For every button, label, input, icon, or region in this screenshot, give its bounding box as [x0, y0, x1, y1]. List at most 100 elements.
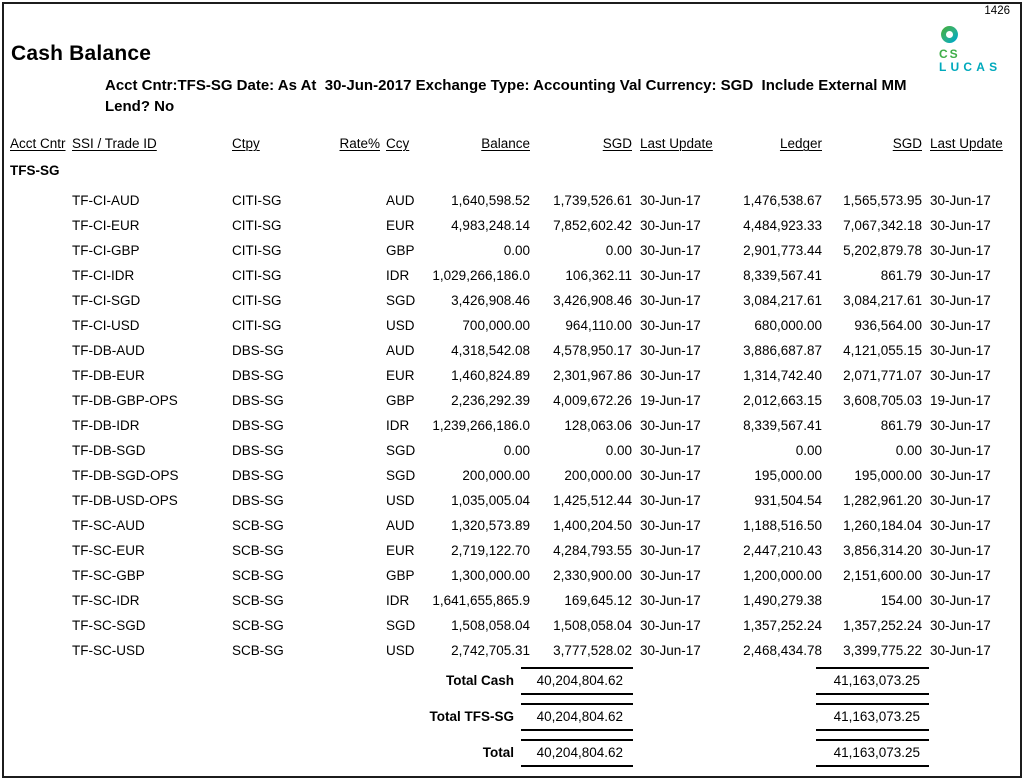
ccy-cell: SGD [386, 443, 416, 458]
column-header-ledger-sgd: SGD [892, 136, 922, 151]
ledger-cell: 8,339,567.41 [743, 418, 822, 433]
ccy-cell: IDR [386, 593, 410, 608]
balance-cell: 0.00 [503, 443, 530, 458]
table-row: TF-SC-EUR SCB-SG EUR 2,719,122.70 4,284,793.… [10, 538, 1004, 563]
acct-cntr-cell [10, 263, 72, 288]
table-row: TF-SC-IDR SCB-SG IDR 1,641,655,865.9 169,645… [10, 588, 1004, 613]
last-update-cell: 30-Jun-17 [640, 218, 701, 233]
table-row: TF-DB-SGD DBS-SG SGD 0.00 0.00 30-Jun-17 0.00 0… [10, 438, 1004, 463]
ccy-cell: SGD [386, 293, 416, 308]
rate-cell [336, 588, 380, 613]
ctpy-cell: SCB-SG [232, 643, 284, 658]
ledger-last-update-cell: 30-Jun-17 [930, 493, 991, 508]
table-row: TF-CI-IDR CITI-SG IDR 1,029,266,186.0 106,36… [10, 263, 1004, 288]
ledger-sgd-cell: 3,608,705.03 [843, 393, 922, 408]
sgd-cell: 0.00 [605, 243, 632, 258]
column-header-balance: Balance [481, 136, 530, 151]
ccy-cell: GBP [386, 393, 415, 408]
ledger-last-update-cell: 30-Jun-17 [930, 543, 991, 558]
ctpy-cell: CITI-SG [232, 318, 282, 333]
acct-cntr-cell [10, 213, 72, 238]
sgd-cell: 106,362.11 [565, 268, 632, 283]
balance-cell: 1,300,000.00 [451, 568, 530, 583]
last-update-cell: 30-Jun-17 [640, 543, 701, 558]
rate-cell [336, 238, 380, 263]
acct-cntr-cell [10, 338, 72, 363]
acct-cntr-cell [10, 238, 72, 263]
rate-cell [336, 363, 380, 388]
rate-cell [336, 488, 380, 513]
ledger-sgd-cell: 861.79 [880, 418, 922, 433]
ledger-last-update-cell: 30-Jun-17 [930, 218, 991, 233]
table-row: TF-SC-GBP SCB-SG GBP 1,300,000.00 2,330,900.… [10, 563, 1004, 588]
sgd-cell: 964,110.00 [565, 318, 632, 333]
balance-cell: 1,035,005.04 [451, 493, 530, 508]
ssi-trade-id-cell: TF-CI-EUR [72, 218, 140, 233]
ssi-trade-id-cell: TF-SC-EUR [72, 543, 145, 558]
ledger-cell: 1,188,516.50 [743, 518, 822, 533]
sgd-cell: 3,777,528.02 [553, 643, 632, 658]
last-update-cell: 30-Jun-17 [640, 318, 701, 333]
ledger-cell: 1,314,742.40 [743, 368, 822, 383]
rate-cell [336, 638, 380, 663]
rate-cell [336, 563, 380, 588]
column-header-sgd: SGD [602, 136, 632, 151]
ledger-cell: 1,476,538.67 [743, 193, 822, 208]
logo-ring-icon [941, 26, 958, 43]
total-ledger-sgd-value: 41,163,073.25 [816, 667, 929, 695]
sgd-cell: 4,578,950.17 [553, 343, 632, 358]
ledger-cell: 1,490,279.38 [743, 593, 822, 608]
ssi-trade-id-cell: TF-DB-EUR [72, 368, 145, 383]
last-update-cell: 30-Jun-17 [640, 343, 701, 358]
balance-cell: 1,640,598.52 [451, 193, 530, 208]
ccy-cell: IDR [386, 418, 410, 433]
report-parameters: Acct Cntr:TFS-SG Date: As At 30-Jun-2017… [105, 75, 907, 117]
total-sgd-value: 40,204,804.62 [521, 739, 633, 767]
table-row: TF-DB-SGD-OPS DBS-SG SGD 200,000.00 200,000.… [10, 463, 1004, 488]
last-update-cell: 30-Jun-17 [640, 193, 701, 208]
total-label: Total TFS-SG [429, 709, 515, 724]
ledger-last-update-cell: 30-Jun-17 [930, 268, 991, 283]
ledger-sgd-cell: 154.00 [880, 593, 922, 608]
acct-cntr-cell [10, 588, 72, 613]
total-row: Total 40,204,804.62 41,163,073.25 [0, 739, 1024, 767]
ccy-cell: USD [386, 643, 415, 658]
rate-cell [336, 388, 380, 413]
acct-cntr-cell [10, 388, 72, 413]
balance-cell: 1,460,824.89 [451, 368, 530, 383]
balance-cell: 2,719,122.70 [451, 543, 530, 558]
table-row: TF-SC-USD SCB-SG USD 2,742,705.31 3,777,528.… [10, 638, 1004, 663]
ssi-trade-id-cell: TF-CI-USD [72, 318, 140, 333]
ctpy-cell: SCB-SG [232, 618, 284, 633]
ccy-cell: IDR [386, 268, 410, 283]
sgd-cell: 7,852,602.42 [553, 218, 632, 233]
last-update-cell: 30-Jun-17 [640, 268, 701, 283]
sgd-cell: 169,645.12 [564, 593, 632, 608]
acct-cntr-cell [10, 313, 72, 338]
balance-cell: 200,000.00 [462, 468, 530, 483]
sgd-cell: 200,000.00 [564, 468, 632, 483]
ledger-sgd-cell: 936,564.00 [854, 318, 922, 333]
ctpy-cell: SCB-SG [232, 518, 284, 533]
table-header-row: Acct Cntr SSI / Trade ID Ctpy Rate% Ccy … [10, 134, 1004, 154]
acct-cntr-cell [10, 288, 72, 313]
acct-cntr-cell [10, 513, 72, 538]
balance-cell: 4,983,248.14 [451, 218, 530, 233]
ssi-trade-id-cell: TF-SC-USD [72, 643, 145, 658]
ledger-last-update-cell: 30-Jun-17 [930, 318, 991, 333]
total-ledger-sgd-value: 41,163,073.25 [816, 739, 929, 767]
ssi-trade-id-cell: TF-SC-IDR [72, 593, 140, 608]
balance-cell: 700,000.00 [462, 318, 530, 333]
ledger-sgd-cell: 3,856,314.20 [843, 543, 922, 558]
last-update-cell: 30-Jun-17 [640, 568, 701, 583]
ctpy-cell: DBS-SG [232, 368, 284, 383]
ssi-trade-id-cell: TF-DB-SGD-OPS [72, 468, 179, 483]
ssi-trade-id-cell: TF-SC-SGD [72, 618, 146, 633]
logo-text-lucas: LUCAS [939, 60, 1002, 74]
ledger-last-update-cell: 30-Jun-17 [930, 368, 991, 383]
ledger-cell: 0.00 [795, 443, 822, 458]
ledger-cell: 1,200,000.00 [743, 568, 822, 583]
ctpy-cell: SCB-SG [232, 568, 284, 583]
ledger-sgd-cell: 3,084,217.61 [843, 293, 922, 308]
sgd-cell: 1,400,204.50 [553, 518, 632, 533]
